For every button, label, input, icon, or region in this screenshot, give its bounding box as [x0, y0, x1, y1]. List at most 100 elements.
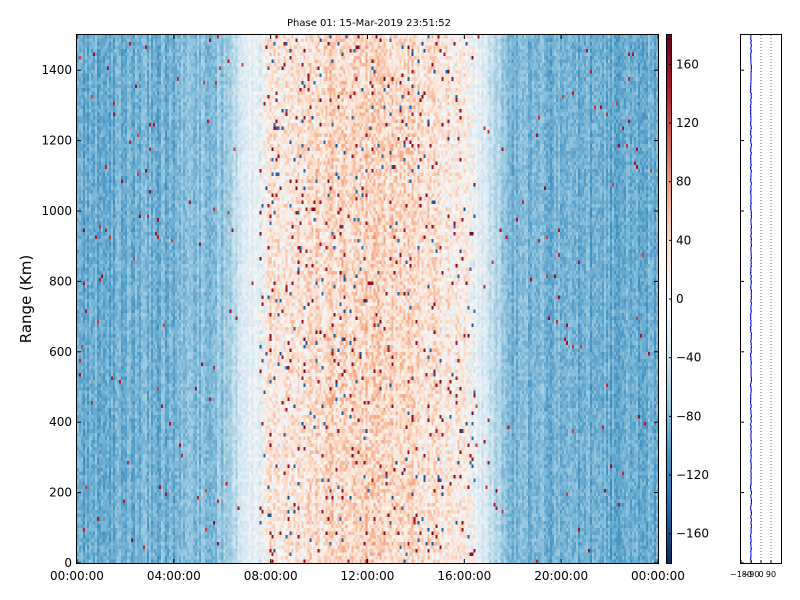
colorbar-segment [667, 87, 671, 93]
y-tick-label: 800 [49, 274, 72, 288]
colorbar-segment [667, 39, 671, 45]
colorbar-segment [667, 241, 671, 247]
profile-line [749, 34, 753, 563]
colorbar-segment [667, 118, 671, 124]
profile-x-ticks: −180−90 0 90 [730, 69, 776, 579]
colorbar-segment [667, 426, 671, 432]
x-tick-label: 20:00:00 [534, 569, 588, 583]
colorbar-segment [667, 180, 671, 186]
colorbar-tick-label: −160 [676, 527, 709, 541]
colorbar-segment [667, 329, 671, 335]
colorbar-segment [667, 277, 671, 282]
colorbar-segment [667, 65, 671, 71]
colorbar-segment [667, 536, 671, 542]
colorbar-segment [667, 404, 671, 410]
profile-x-tick-label: 0 [758, 570, 763, 579]
y-tick-label: 1200 [41, 134, 72, 148]
colorbar-segment [667, 281, 671, 287]
colorbar-segment [667, 312, 671, 318]
profile-frame [740, 34, 782, 564]
colorbar-segment [667, 435, 671, 441]
colorbar-frame [666, 34, 672, 564]
heatmap-plot-area [77, 35, 658, 563]
y-tick-label: 400 [49, 415, 72, 429]
colorbar-tick-label: −40 [676, 351, 701, 365]
colorbar-segment [667, 215, 671, 221]
colorbar-segment [667, 422, 671, 428]
x-axis-ticks: 00:00:00 04:00:00 08:00:00 12:00:00 16:00:00… [50, 35, 685, 583]
x-tick-label: 08:00:00 [244, 569, 298, 583]
y-tick-label: 1000 [41, 204, 72, 218]
colorbar-segment [667, 558, 671, 564]
colorbar-segment [667, 523, 671, 529]
colorbar-segment [667, 83, 671, 89]
colorbar-segment [667, 373, 671, 379]
colorbar-segment [667, 382, 671, 388]
colorbar-segment [667, 149, 671, 155]
colorbar-segment [667, 92, 671, 98]
colorbar-segment [667, 365, 671, 370]
colorbar-segment [667, 457, 671, 463]
y-tick-label: 0 [64, 556, 72, 570]
colorbar-segment [667, 387, 671, 392]
colorbar-segment [667, 109, 671, 115]
colorbar-segment [667, 343, 671, 348]
colorbar-tick-label: 0 [676, 292, 684, 306]
colorbar-segment [667, 123, 671, 128]
colorbar-segment [667, 501, 671, 507]
colorbar-segment [667, 52, 671, 58]
colorbar-segment [667, 325, 671, 331]
colorbar-segment [667, 263, 671, 269]
colorbar-segment [667, 527, 671, 533]
colorbar-segment [667, 233, 671, 238]
colorbar-segment [667, 541, 671, 546]
colorbar-tick-label: 120 [676, 116, 699, 130]
colorbar-segment [667, 101, 671, 106]
colorbar-segment [667, 417, 671, 423]
colorbar-segment [667, 175, 671, 181]
colorbar-segment [667, 338, 671, 344]
colorbar-segment [667, 228, 671, 234]
x-tick-label: 04:00:00 [147, 569, 201, 583]
colorbar-segment [667, 211, 671, 216]
y-tick-label: 1400 [41, 63, 72, 77]
colorbar-segment [667, 206, 671, 212]
colorbar-segment [667, 74, 671, 80]
colorbar-segment [667, 351, 671, 357]
profile-x-tick-label: 90 [766, 570, 776, 579]
chart-title: Phase 01: 15-Mar-2019 23:51:52 [287, 18, 451, 29]
colorbar-segment [667, 167, 671, 172]
colorbar-segment [667, 400, 671, 406]
x-tick-label: 00:00:00 [631, 569, 685, 583]
colorbar-segment [667, 549, 671, 555]
colorbar-tick-label: 160 [676, 57, 699, 71]
colorbar-segment [667, 197, 671, 203]
x-tick-label: 16:00:00 [437, 569, 491, 583]
colorbar-segment [667, 70, 671, 76]
x-tick-label: 00:00:00 [50, 569, 104, 583]
colorbar-segment [667, 285, 671, 291]
colorbar-segment [667, 514, 671, 520]
colorbar-tick-label: 40 [676, 233, 691, 247]
colorbar-segment [667, 461, 671, 467]
colorbar-segment [667, 48, 671, 54]
colorbar-segment [667, 510, 671, 516]
colorbar-segment [667, 356, 671, 362]
y-axis-label: Range (Km) [17, 255, 35, 343]
colorbar-segment [667, 153, 671, 159]
colorbar-segment [667, 505, 671, 511]
colorbar-segment [667, 488, 671, 494]
colorbar-tick-label: −80 [676, 409, 701, 423]
colorbar-segment [667, 369, 671, 375]
colorbar-segment [667, 259, 671, 265]
colorbar-segment [667, 145, 671, 150]
profile-x-tick-label: −180 [730, 570, 752, 579]
colorbar-segment [667, 378, 671, 384]
colorbar-segment [667, 470, 671, 476]
colorbar-segment [667, 43, 671, 49]
colorbar-segment [667, 334, 671, 340]
colorbar-segment [667, 96, 671, 102]
colorbar-segment [667, 492, 671, 498]
colorbar-ticks: 160 120 80 40 0 −40 −80 −120 −160 [669, 57, 709, 541]
